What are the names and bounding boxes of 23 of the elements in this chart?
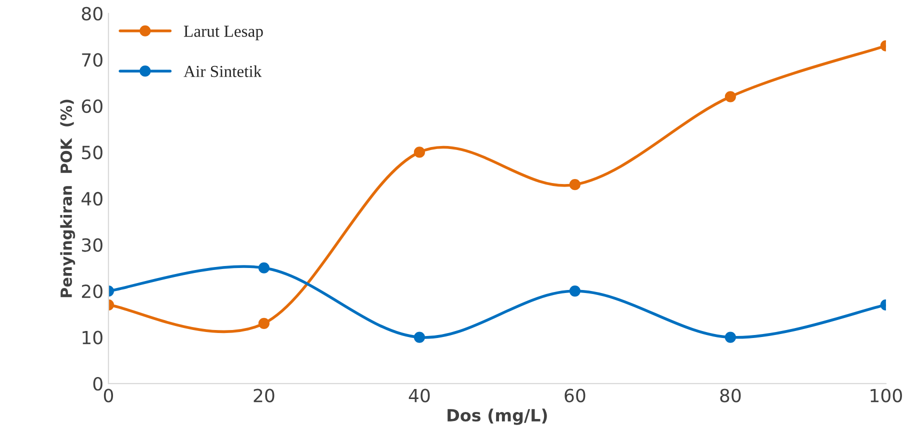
legend-label: Larut Lesap [184,26,263,40]
y-tick-label: 10 [82,330,102,344]
y-tick-label: 50 [82,146,102,160]
x-tick-label: 100 [870,388,902,402]
x-tick-label: 0 [104,388,114,402]
x-tick-label: 20 [254,388,274,402]
y-tick-label: 30 [82,238,102,252]
y-tick-label: 70 [82,53,102,67]
point [569,179,580,190]
legend-label: Air Sintetik [184,65,262,78]
x-tick-label: 80 [720,388,741,402]
x-axis-title: Dos (mg/L) [448,408,547,425]
point [569,285,580,297]
y-axis-title: Penyingkiran POK (%) [60,100,76,298]
y-tick-label: 20 [82,284,102,298]
y-tick-label: 0 [93,377,102,391]
y-tick-label: 40 [82,192,102,206]
point [414,332,426,343]
y-tick-label: 60 [82,99,102,114]
x-tick-label: 60 [564,388,586,402]
x-tick-label: 40 [408,388,430,402]
y-tick-label: 80 [82,6,102,20]
point [414,146,426,158]
